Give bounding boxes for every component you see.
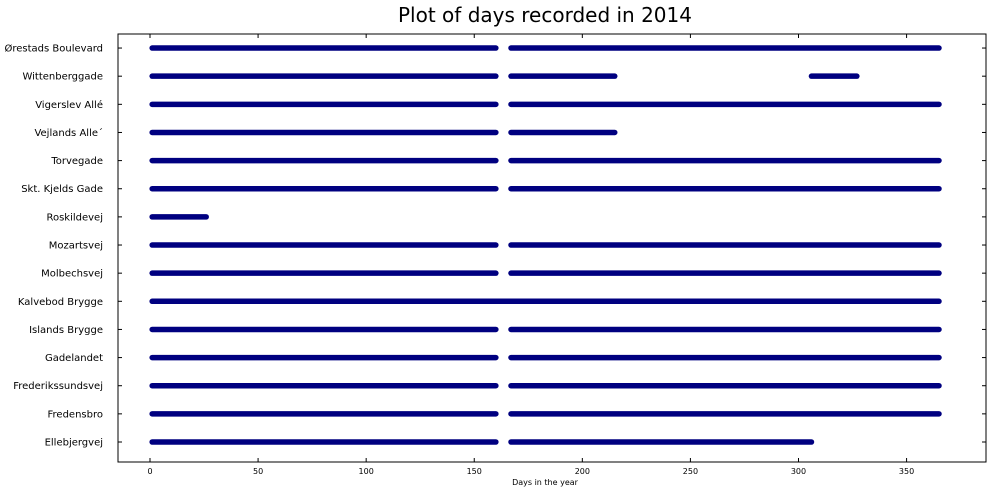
x-tick-label: 100: [359, 467, 374, 476]
y-tick-label: Wittenberggade: [22, 72, 103, 83]
x-tick-label: 250: [683, 467, 698, 476]
y-tick-label: Gadelandet: [45, 353, 103, 364]
y-tick-label: Torvegade: [50, 156, 103, 167]
y-tick-label: Kalvebod Brygge: [18, 297, 103, 308]
y-tick-label: Skt. Kjelds Gade: [21, 184, 103, 195]
chart-title: Plot of days recorded in 2014: [398, 3, 692, 27]
x-tick-label: 350: [899, 467, 914, 476]
plot-frame: [117, 33, 987, 463]
y-tick-label: Ørestads Boulevard: [5, 43, 104, 55]
x-axis-label: Days in the year: [512, 478, 579, 487]
y-axis: Ellebjergvej Fredensbro Frederikssundsvej G…: [5, 43, 986, 449]
y-tick-label: Fredensbro: [48, 409, 103, 420]
x-tick-label: 200: [575, 467, 590, 476]
plot-area: [117, 33, 987, 463]
y-tick-label: Vejlands Alle´: [34, 127, 103, 139]
x-axis: 0 50 100 150 200 250 300 350: [147, 34, 914, 476]
y-tick-label: Ellebjergvej: [45, 438, 103, 449]
x-tick-label: 0: [147, 467, 152, 476]
y-tick-label: Molbechsvej: [41, 269, 103, 280]
y-tick-label: Mozartsvej: [49, 241, 103, 252]
y-tick-label: Vigerslev Allé: [35, 99, 103, 111]
y-tick-label: Islands Brygge: [29, 325, 103, 336]
chart-marks: [149, 45, 942, 445]
y-tick-label: Frederikssundsvej: [13, 381, 103, 392]
y-tick-label: Roskildevej: [46, 212, 103, 223]
x-tick-label: 150: [467, 467, 482, 476]
x-tick-label: 300: [791, 467, 806, 476]
x-tick-label: 50: [253, 467, 263, 476]
